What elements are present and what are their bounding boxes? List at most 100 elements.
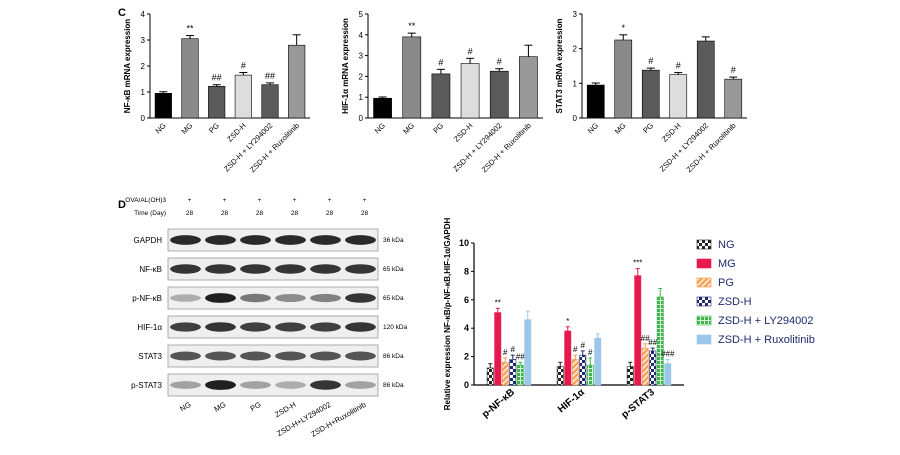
blot-band <box>310 264 341 274</box>
legend-swatch <box>696 315 712 326</box>
y-tick-label: 1 <box>573 79 578 88</box>
bar <box>656 296 664 386</box>
bar <box>524 319 532 386</box>
bar <box>402 36 422 119</box>
blot-kda-label: 86 kDa <box>383 382 404 389</box>
blot-band <box>170 381 201 389</box>
significance-label: ### <box>661 349 675 358</box>
blot-header-value: + <box>328 197 332 204</box>
bar <box>208 85 226 119</box>
y-tick-label: 0 <box>573 114 578 123</box>
y-tick-label: 4 <box>464 323 469 333</box>
x-tick-label: ZSD-H + LY294002 <box>658 121 710 173</box>
blot-band <box>345 322 376 332</box>
blot-band <box>170 322 201 332</box>
bar <box>288 44 306 119</box>
significance-label: ## <box>641 334 650 343</box>
y-axis-label: HIF-1α mRNA expression <box>341 18 350 114</box>
blot-band <box>275 293 306 303</box>
bar <box>634 275 642 386</box>
y-tick-label: 5 <box>359 10 364 19</box>
legend-label: NG <box>718 239 735 251</box>
blot-band <box>240 264 271 274</box>
blot-band <box>345 235 376 245</box>
blot-lane-label: NG <box>178 400 192 414</box>
blot-header-value: 28 <box>291 210 299 217</box>
bar <box>664 363 672 386</box>
blot-band <box>205 235 236 245</box>
blot-row-label: p-STAT3 <box>131 381 162 390</box>
blot-lane-label: PG <box>249 400 263 413</box>
blot-band <box>310 322 341 332</box>
significance-label: # <box>241 61 246 71</box>
blot-lane-label: MG <box>213 400 228 414</box>
blot-band <box>275 351 306 361</box>
x-tick-label: NG <box>586 121 600 135</box>
bar <box>724 78 743 119</box>
blot-band <box>240 322 271 332</box>
significance-label: # <box>648 56 653 66</box>
blot-strip <box>167 315 379 339</box>
bar <box>501 361 509 386</box>
x-tick-label: PG <box>207 121 221 135</box>
significance-label: # <box>468 46 473 56</box>
bar <box>571 359 579 386</box>
y-tick-label: 0 <box>359 114 364 123</box>
bar <box>519 56 538 119</box>
significance-label: # <box>497 57 502 67</box>
significance-label: # <box>573 345 578 354</box>
bar <box>586 84 605 119</box>
blot-header-value: + <box>258 197 262 204</box>
blot-lane-label: ZSD-H <box>273 400 297 419</box>
blot-band <box>275 381 306 389</box>
bar <box>516 364 524 386</box>
x-tick-label: MG <box>401 121 416 136</box>
x-tick-label: ZSD-H + Ruxolitinib <box>480 121 533 174</box>
bar <box>641 347 649 386</box>
bar <box>614 39 633 119</box>
x-tick-label: NG <box>153 121 167 135</box>
significance-label: # <box>588 348 593 357</box>
bar <box>579 354 587 386</box>
blot-band <box>310 380 341 390</box>
blot-row-label: NF-κB <box>139 265 162 274</box>
blot-band <box>170 351 201 361</box>
blot-header-value: + <box>223 197 227 204</box>
panel-label-c: C <box>118 7 126 19</box>
significance-label: ## <box>212 73 222 83</box>
bar <box>234 74 252 119</box>
legend-swatch <box>696 239 712 250</box>
blot-band <box>310 235 341 245</box>
x-tick-label: ZSD-H + Ruxolitinib <box>248 121 301 174</box>
x-tick-label: ZSD-H + Ruxolitinib <box>685 121 738 174</box>
y-tick-label: 10 <box>459 238 469 248</box>
y-tick-label: 3 <box>359 52 364 61</box>
y-tick-label: 0 <box>464 380 469 390</box>
blot-kda-label: 65 kDa <box>383 295 404 302</box>
blot-band <box>345 293 376 303</box>
blot-band <box>170 294 201 302</box>
y-tick-label: 8 <box>464 266 469 276</box>
y-tick-label: 1 <box>359 93 364 102</box>
bar <box>373 97 392 119</box>
y-axis-label: STAT3 mRNA expression <box>555 18 564 113</box>
hif1a-mrna-chart: 0 1 2 3 4 5 HIF-1α mRNA expression NG ** MG # PG # ZS… <box>341 10 543 174</box>
blot-band <box>205 293 236 303</box>
blot-kda-label: 65 kDa <box>383 266 404 273</box>
significance-label: # <box>503 348 508 357</box>
y-tick-label: 0 <box>141 114 146 123</box>
significance-label: # <box>511 345 516 354</box>
y-tick-label: 4 <box>359 31 364 40</box>
blot-band <box>240 381 271 389</box>
blot-band <box>240 235 271 245</box>
bar <box>626 366 634 386</box>
bar <box>564 330 572 386</box>
y-tick-label: 2 <box>141 62 146 71</box>
significance-label: ** <box>495 298 501 307</box>
y-axis-label: Relative expression NF-κB/p-NF-κB,HIF-1α… <box>443 218 452 411</box>
bar <box>489 70 509 119</box>
x-tick-label: p-STAT3 <box>620 387 658 421</box>
x-tick-label: PG <box>641 121 655 135</box>
x-tick-label: p-NF-κB <box>480 387 517 420</box>
